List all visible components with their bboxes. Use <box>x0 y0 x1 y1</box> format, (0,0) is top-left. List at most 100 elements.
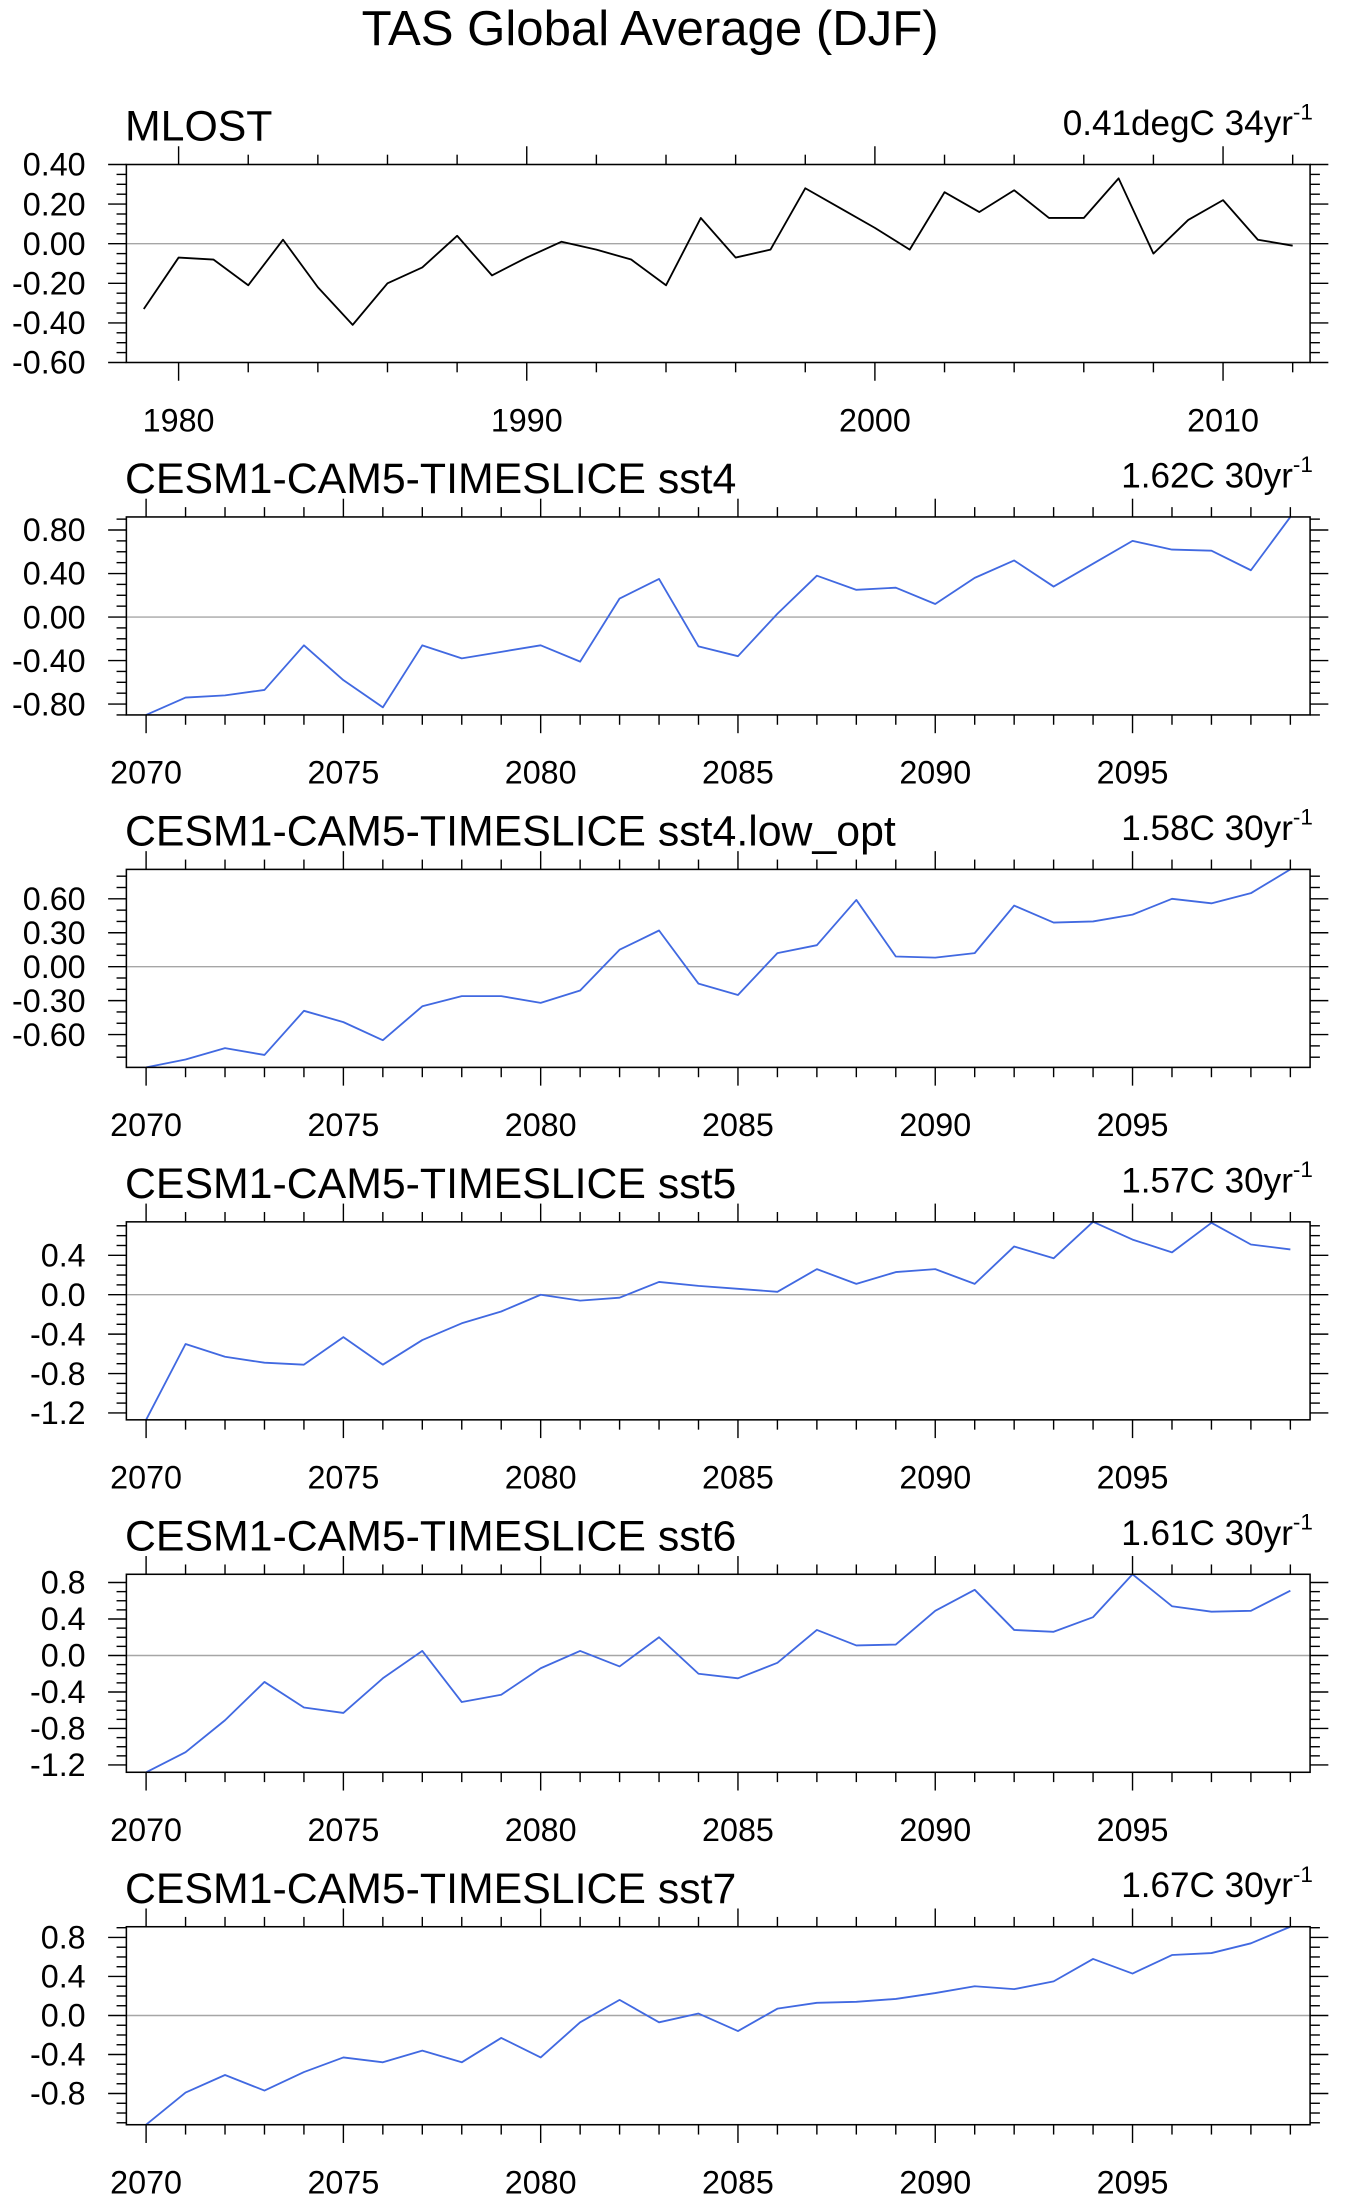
series-line <box>145 1220 1291 1421</box>
trend-exponent: -1 <box>1293 1862 1313 1887</box>
trend-annotation: 1.62C 30yr-1 <box>1121 452 1313 495</box>
x-tick-label: 2010 <box>1187 402 1259 438</box>
x-tick-label: 2070 <box>110 755 182 791</box>
plot-frame <box>125 516 1311 716</box>
trend-exponent: -1 <box>1293 1509 1313 1534</box>
y-tick-label: -0.40 <box>12 643 86 679</box>
panel-title: CESM1-CAM5-TIMESLICE sst5 <box>125 1160 736 1208</box>
y-tick-label: 0.4 <box>41 1238 86 1274</box>
x-tick-label: 2095 <box>1097 1460 1169 1496</box>
trend-exponent: -1 <box>1293 452 1313 477</box>
y-tick-label: -0.4 <box>30 2037 86 2073</box>
y-tick-label: 0.00 <box>23 599 86 635</box>
x-tick-label: 2095 <box>1097 1107 1169 1143</box>
x-tick-label: 2090 <box>899 1812 971 1848</box>
y-tick-label: -0.8 <box>30 1711 86 1747</box>
panel-title: CESM1-CAM5-TIMESLICE sst4.low_opt <box>125 808 896 856</box>
plot-frame <box>125 1221 1311 1421</box>
y-tick-label: 0.20 <box>23 186 86 222</box>
panel-title: CESM1-CAM5-TIMESLICE sst6 <box>125 1512 736 1560</box>
x-tick-label: 2080 <box>505 1812 577 1848</box>
series-line <box>143 177 1293 326</box>
y-tick-label: 0.0 <box>41 1277 86 1313</box>
y-tick-label: -0.30 <box>12 983 86 1019</box>
x-tick-label: 2085 <box>702 1460 774 1496</box>
y-tick-label: -0.4 <box>30 1674 86 1710</box>
trend-exponent: -1 <box>1293 1157 1313 1182</box>
x-tick-label: 2095 <box>1097 2165 1169 2201</box>
x-tick-label: 2075 <box>307 1812 379 1848</box>
x-tick-label: 2085 <box>702 755 774 791</box>
y-tick-label: 0.60 <box>23 881 86 917</box>
x-tick-label: 2075 <box>307 1107 379 1143</box>
y-tick-label: -0.60 <box>12 1017 86 1053</box>
y-tick-label: -1.2 <box>30 1747 86 1783</box>
trend-exponent: -1 <box>1293 804 1313 829</box>
series-line <box>145 868 1291 1069</box>
trend-annotation: 0.41degC 34yr-1 <box>1063 100 1313 143</box>
y-tick-label: 0.80 <box>23 512 86 548</box>
trend-value: 1.61C 30yr <box>1121 1514 1293 1553</box>
trend-annotation: 1.67C 30yr-1 <box>1121 1862 1313 1905</box>
chart-panel-6: CESM1-CAM5-TIMESLICE sst7 1.67C 30yr-1 0.8… <box>30 1862 1329 2201</box>
y-tick-label: 0.00 <box>23 226 86 262</box>
chart-panels: MLOST 0.41degC 34yr-10.400.200.00-0.20-0.… <box>12 100 1329 2201</box>
x-tick-label: 2070 <box>110 1812 182 1848</box>
x-tick-label: 1990 <box>491 402 563 438</box>
x-tick-label: 2085 <box>702 1812 774 1848</box>
x-tick-label: 2080 <box>505 755 577 791</box>
y-tick-label: -0.8 <box>30 2076 86 2112</box>
y-tick-label: -1.2 <box>30 1395 86 1431</box>
series-line <box>145 1573 1291 1774</box>
y-tick-label: -0.20 <box>12 266 86 302</box>
y-tick-label: 0.40 <box>23 556 86 592</box>
trend-value: 1.62C 30yr <box>1121 456 1293 495</box>
y-tick-label: -0.4 <box>30 1316 86 1352</box>
x-tick-label: 2090 <box>899 1107 971 1143</box>
trend-exponent: -1 <box>1293 100 1313 125</box>
trend-annotation: 1.57C 30yr-1 <box>1121 1157 1313 1200</box>
x-tick-label: 2095 <box>1097 755 1169 791</box>
trend-annotation: 1.61C 30yr-1 <box>1121 1509 1313 1552</box>
y-tick-label: 0.30 <box>23 915 86 951</box>
y-tick-label: 0.4 <box>41 1601 86 1637</box>
x-tick-label: 1980 <box>143 402 215 438</box>
x-tick-label: 2080 <box>505 1107 577 1143</box>
y-tick-label: 0.0 <box>41 1998 86 2034</box>
y-tick-label: 0.0 <box>41 1638 86 1674</box>
chart-panel-4: CESM1-CAM5-TIMESLICE sst5 1.57C 30yr-1 0.4… <box>30 1157 1329 1496</box>
x-tick-label: 2080 <box>505 2165 577 2201</box>
x-tick-label: 2075 <box>307 2165 379 2201</box>
panel-title: MLOST <box>125 103 272 151</box>
series-line <box>145 516 1292 716</box>
y-tick-label: -0.40 <box>12 305 86 341</box>
x-tick-label: 2090 <box>899 2165 971 2201</box>
y-tick-label: -0.60 <box>12 345 86 381</box>
x-tick-label: 2070 <box>110 1107 182 1143</box>
y-tick-label: 0.40 <box>23 147 86 183</box>
x-tick-label: 2075 <box>307 1460 379 1496</box>
chart-panel-5: CESM1-CAM5-TIMESLICE sst6 1.61C 30yr-1 0.8… <box>30 1509 1329 1848</box>
figure-title: TAS Global Average (DJF) <box>362 2 939 56</box>
x-tick-label: 2085 <box>702 1107 774 1143</box>
x-tick-label: 2080 <box>505 1460 577 1496</box>
x-tick-label: 2095 <box>1097 1812 1169 1848</box>
chart-panel-1: MLOST 0.41degC 34yr-10.400.200.00-0.20-0.… <box>12 100 1329 438</box>
x-tick-label: 2090 <box>899 1460 971 1496</box>
x-tick-label: 2090 <box>899 755 971 791</box>
x-tick-label: 2075 <box>307 755 379 791</box>
x-tick-label: 2000 <box>839 402 911 438</box>
y-tick-label: 0.00 <box>23 949 86 985</box>
y-tick-label: -0.80 <box>12 686 86 722</box>
y-tick-label: 0.4 <box>41 1959 86 1995</box>
x-tick-label: 2070 <box>110 1460 182 1496</box>
plot-frame <box>125 868 1311 1069</box>
trend-value: 1.67C 30yr <box>1121 1866 1293 1905</box>
x-tick-label: 2085 <box>702 2165 774 2201</box>
panel-title: CESM1-CAM5-TIMESLICE sst7 <box>125 1865 736 1913</box>
y-tick-label: -0.8 <box>30 1356 86 1392</box>
series-line <box>145 1925 1291 2126</box>
trend-value: 1.58C 30yr <box>1121 809 1293 848</box>
trend-value: 1.57C 30yr <box>1121 1161 1293 1200</box>
